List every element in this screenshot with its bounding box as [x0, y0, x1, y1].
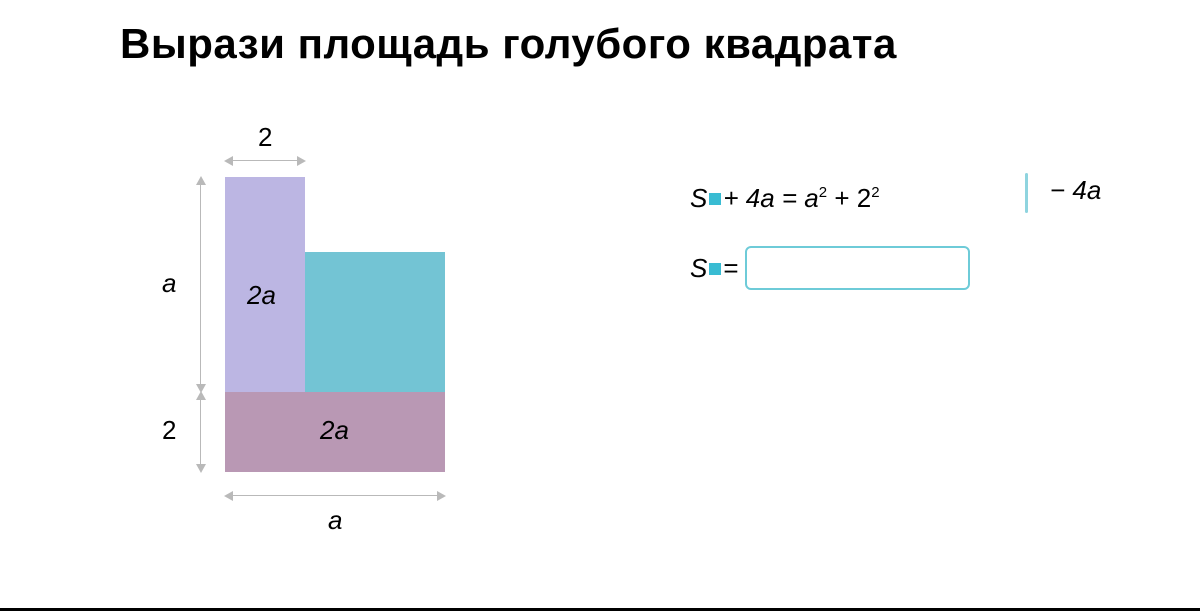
dim-left-upper-label: a	[162, 268, 176, 299]
transform-hint: − 4a	[1050, 175, 1101, 206]
area-diagram: 2a 2a 2 a 2 a	[150, 100, 530, 560]
dim-arrow-bottom	[225, 495, 445, 496]
eq1-plus-term: + 4a = a	[723, 183, 818, 213]
square-marker-2-icon	[709, 263, 721, 275]
mauve-label: 2a	[320, 415, 349, 446]
dim-top-label: 2	[258, 122, 272, 153]
dim-arrow-left-lower	[200, 392, 201, 472]
equation-line-2: S =	[690, 245, 1160, 291]
equation-line-1: S + 4a = a2 + 22 − 4a	[690, 175, 1160, 221]
square-marker-1-icon	[709, 193, 721, 205]
eq1-mid: + 4a = a2 + 22	[723, 183, 879, 214]
eq1-between: + 2	[827, 183, 871, 213]
page-root: Вырази площадь голубого квадрата 2a 2a 2…	[0, 0, 1200, 611]
dim-left-lower-label: 2	[162, 415, 176, 446]
page-title: Вырази площадь голубого квадрата	[120, 20, 897, 68]
eq1-S: S	[690, 183, 707, 214]
dim-arrow-left-upper	[200, 177, 201, 392]
eq2-S: S	[690, 253, 707, 284]
eq1-sup1: 2	[819, 184, 827, 201]
equation-block: S + 4a = a2 + 22 − 4a S =	[690, 175, 1160, 315]
dim-arrow-top	[225, 160, 305, 161]
blue-square	[305, 252, 445, 392]
dim-bottom-label: a	[328, 505, 342, 536]
eq2-equals: =	[723, 253, 738, 284]
transform-bar	[1025, 173, 1028, 213]
hint-text: − 4a	[1050, 175, 1101, 205]
eq1-sup2: 2	[871, 184, 879, 201]
purple-label: 2a	[247, 280, 276, 311]
answer-input[interactable]	[745, 246, 970, 290]
